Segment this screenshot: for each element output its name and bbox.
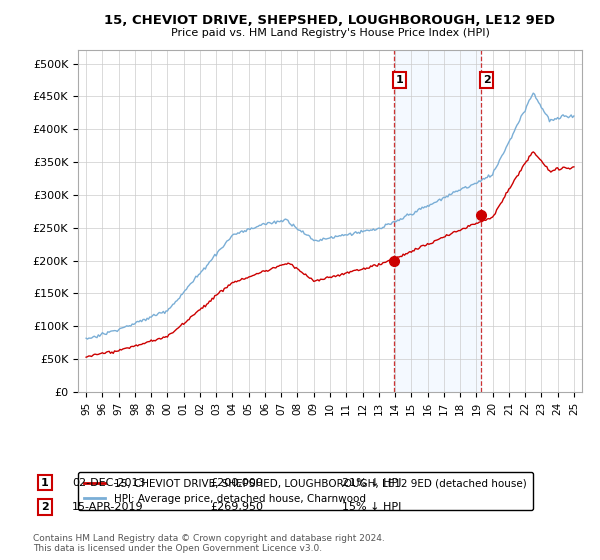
Text: Contains HM Land Registry data © Crown copyright and database right 2024.
This d: Contains HM Land Registry data © Crown c…	[33, 534, 385, 553]
Text: £269,950: £269,950	[210, 502, 263, 512]
Text: 15% ↓ HPI: 15% ↓ HPI	[342, 502, 401, 512]
Text: 21% ↓ HPI: 21% ↓ HPI	[342, 478, 401, 488]
Text: 02-DEC-2013: 02-DEC-2013	[72, 478, 146, 488]
Text: £200,000: £200,000	[210, 478, 263, 488]
Bar	[394, 50, 481, 392]
Text: 15, CHEVIOT DRIVE, SHEPSHED, LOUGHBOROUGH, LE12 9ED: 15, CHEVIOT DRIVE, SHEPSHED, LOUGHBOROUG…	[104, 14, 556, 27]
Legend: 15, CHEVIOT DRIVE, SHEPSHED, LOUGHBOROUGH, LE12 9ED (detached house), HPI: Avera: 15, CHEVIOT DRIVE, SHEPSHED, LOUGHBOROUG…	[78, 473, 533, 510]
Text: Price paid vs. HM Land Registry's House Price Index (HPI): Price paid vs. HM Land Registry's House …	[170, 28, 490, 38]
Text: 1: 1	[41, 478, 49, 488]
Text: 1: 1	[395, 75, 403, 85]
Text: 2: 2	[482, 75, 490, 85]
Text: 2: 2	[41, 502, 49, 512]
Text: 15-APR-2019: 15-APR-2019	[72, 502, 143, 512]
